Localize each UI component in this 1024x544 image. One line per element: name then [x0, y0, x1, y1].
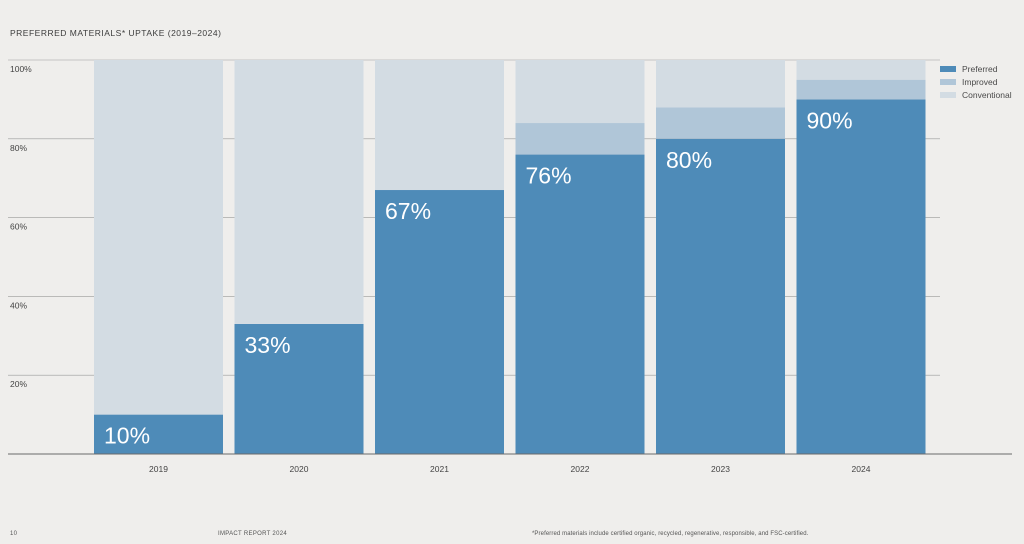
bar-preferred-2020	[234, 323, 364, 454]
data-label-2021: 67%	[385, 198, 431, 224]
bar-preferred-2024	[796, 99, 926, 455]
legend-item-preferred: Preferred	[940, 62, 1012, 75]
footnote: *Preferred materials include certified o…	[532, 531, 809, 537]
y-tick-label: 80%	[10, 143, 27, 153]
page-number: 10	[10, 531, 18, 537]
legend-swatch-preferred	[940, 65, 956, 72]
legend-swatch-conventional	[940, 91, 956, 98]
bar-improved-2023	[656, 107, 785, 139]
x-tick-label: 2020	[290, 464, 309, 474]
legend-swatch-improved	[940, 78, 956, 85]
bar-preferred-2019	[94, 414, 223, 454]
bar-preferred-2021	[375, 190, 504, 454]
y-tick-label: 100%	[10, 64, 32, 74]
data-label-2019: 10%	[104, 423, 150, 449]
bar-preferred-2022	[515, 154, 645, 454]
legend-item-improved: Improved	[940, 75, 1012, 88]
x-tick-label: 2022	[571, 464, 590, 474]
y-tick-label: 20%	[10, 379, 27, 389]
legend-label-preferred: Preferred	[962, 63, 998, 74]
data-label-2024: 90%	[807, 107, 853, 133]
x-tick-label: 2024	[852, 464, 871, 474]
legend-label-improved: Improved	[962, 76, 998, 87]
bar-conventional-2023	[656, 60, 785, 108]
bar-preferred-2023	[656, 138, 785, 455]
x-tick-label: 2019	[149, 464, 168, 474]
x-tick-label: 2023	[711, 464, 730, 474]
bar-conventional-2022	[515, 60, 645, 124]
bar-conventional-2019	[94, 60, 223, 415]
report-name: IMPACT REPORT 2024	[218, 531, 287, 537]
x-tick-label: 2021	[430, 464, 449, 474]
bar-conventional-2024	[796, 60, 926, 80]
bar-conventional-2020	[234, 60, 364, 324]
bar-improved-2024	[796, 79, 926, 100]
legend-label-conventional: Conventional	[962, 89, 1012, 100]
y-tick-label: 40%	[10, 300, 27, 310]
data-label-2023: 80%	[666, 147, 712, 173]
legend-item-conventional: Conventional	[940, 88, 1012, 101]
chart-title: PREFERRED MATERIALS* UPTAKE (2019–2024)	[10, 28, 222, 38]
bar-conventional-2021	[375, 60, 504, 191]
data-label-2020: 33%	[245, 332, 291, 358]
y-tick-label: 60%	[10, 222, 27, 232]
bar-improved-2022	[515, 123, 645, 155]
legend: Preferred Improved Conventional	[940, 62, 1012, 101]
data-label-2022: 76%	[526, 163, 572, 189]
